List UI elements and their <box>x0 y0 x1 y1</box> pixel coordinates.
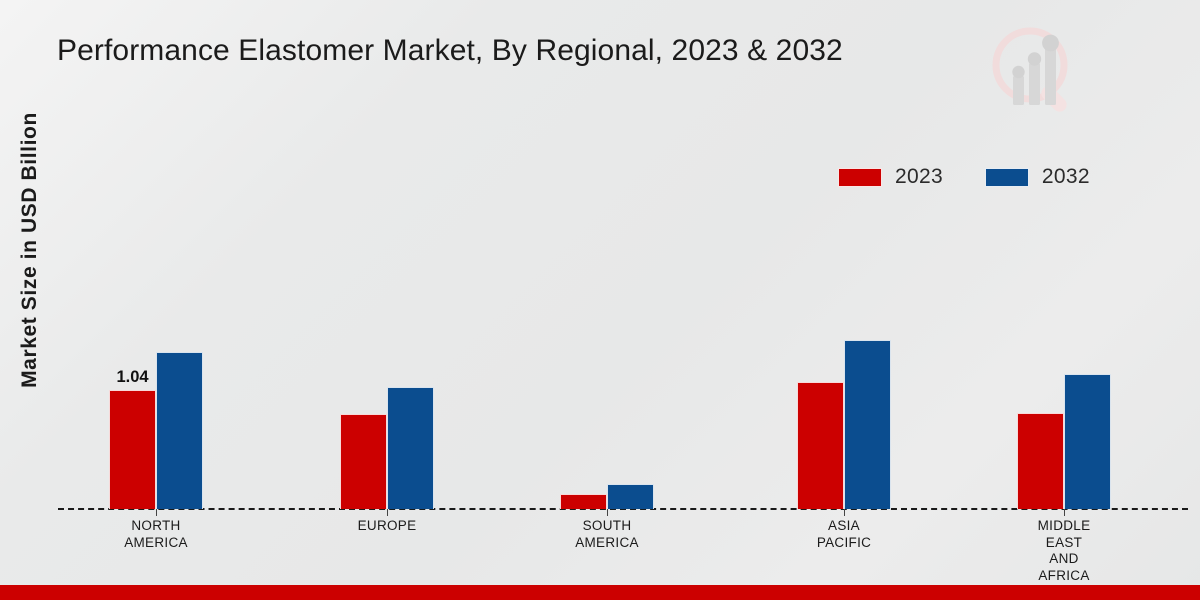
bar-2032-europe[interactable] <box>387 386 434 509</box>
x-axis-label-north-america: NORTH AMERICA <box>91 518 221 551</box>
x-axis-tick-3 <box>844 509 845 516</box>
x-axis-label-south-america: SOUTH AMERICA <box>542 518 672 551</box>
x-axis-label-line: AMERICA <box>124 534 188 550</box>
legend-swatch-2023 <box>838 167 882 187</box>
x-axis-label-line: MIDDLE <box>1037 518 1091 533</box>
bar-2023-south-america[interactable] <box>560 494 607 509</box>
x-axis-label-line: AMERICA <box>575 534 639 550</box>
x-axis-label-line: SOUTH <box>582 518 632 533</box>
footer-accent-bar <box>0 585 1200 600</box>
bar-2023-asia-pacific[interactable] <box>797 382 844 509</box>
x-axis-label-line: ASIA <box>828 518 860 533</box>
bar-2023-north-america[interactable] <box>109 390 156 509</box>
legend-label-2032: 2032 <box>1041 165 1090 188</box>
bar-2032-north-america[interactable] <box>156 352 203 509</box>
data-label-2023-north-america: 1.04 <box>116 368 149 387</box>
legend-item-2032[interactable]: 2032 <box>984 165 1090 189</box>
bar-2023-europe[interactable] <box>340 414 387 509</box>
x-axis-tick-1 <box>387 509 388 516</box>
legend-label-2023: 2023 <box>895 165 943 188</box>
chart-title: Performance Elastomer Market, By Regiona… <box>57 34 843 67</box>
bar-2032-middle-east-and-africa[interactable] <box>1064 374 1111 509</box>
x-axis-label-asia-pacific: ASIA PACIFIC <box>779 518 909 551</box>
market-research-logo-watermark <box>985 22 1085 122</box>
legend-swatch-2032 <box>984 167 1029 187</box>
x-axis-label-middle-east-and-africa: MIDDLE EAST AND AFRICA <box>999 518 1129 584</box>
x-axis-baseline <box>58 508 1188 510</box>
bar-2032-south-america[interactable] <box>607 483 654 509</box>
legend-item-2023[interactable]: 2023 <box>838 165 943 189</box>
x-axis-label-line: PACIFIC <box>816 534 872 550</box>
x-axis-label-line: EAST <box>1045 534 1083 550</box>
x-axis-tick-4 <box>1064 509 1065 516</box>
x-axis-label-line: EUROPE <box>357 518 417 533</box>
bar-2023-middle-east-and-africa[interactable] <box>1017 412 1064 509</box>
x-axis-tick-0 <box>156 509 157 516</box>
x-axis-label-line: AND <box>1049 551 1079 566</box>
bar-2032-asia-pacific[interactable] <box>844 339 891 509</box>
chart-legend: 2023 2032 <box>838 165 1090 189</box>
x-axis-label-line: NORTH <box>131 518 181 533</box>
x-axis-label-europe: EUROPE <box>322 518 452 535</box>
x-axis-tick-2 <box>607 509 608 516</box>
x-axis-label-line: AFRICA <box>1038 567 1090 583</box>
